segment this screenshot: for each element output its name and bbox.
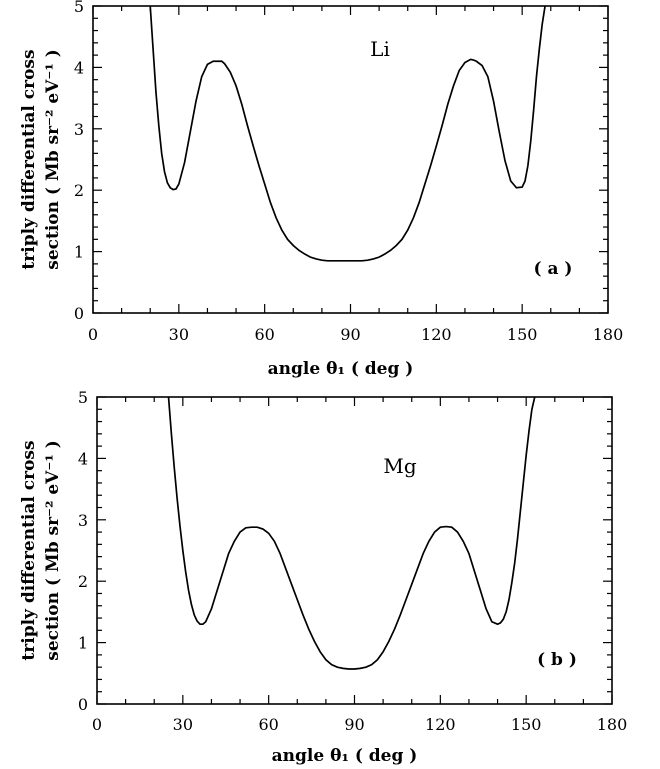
x-tick-label: 150 <box>507 325 538 344</box>
element-annotation: Li <box>370 37 390 61</box>
x-tick-label: 180 <box>593 325 624 344</box>
series-line <box>149 6 546 262</box>
x-tick-label: 90 <box>344 715 364 734</box>
panel-label: ( a ) <box>534 259 573 279</box>
x-tick-label: 90 <box>340 325 360 344</box>
x-tick-label: 180 <box>597 715 628 734</box>
y-tick-label: 2 <box>74 181 84 200</box>
x-tick-label: 30 <box>173 715 193 734</box>
element-annotation: Mg <box>383 454 416 478</box>
y-tick-label: 3 <box>78 511 88 530</box>
panel-b: 0 30 60 90 120 150 180 0 1 2 3 4 5 angle θ₁ ( deg ) tr… <box>19 388 627 766</box>
y-tick-label: 5 <box>74 0 84 16</box>
x-tick-label: 120 <box>425 715 456 734</box>
x-tick-label: 150 <box>511 715 542 734</box>
panel-label: ( b ) <box>537 650 577 670</box>
x-tick-label: 30 <box>169 325 189 344</box>
series-line <box>167 397 536 670</box>
y-axis-title-line2: section ( Mb sr⁻² eV⁻¹ ) <box>43 440 63 661</box>
x-axis-title: angle θ₁ ( deg ) <box>272 746 418 766</box>
x-tick-label: 60 <box>258 715 278 734</box>
x-tick-label: 120 <box>421 325 452 344</box>
y-tick-label: 4 <box>78 449 88 468</box>
y-tick-label: 4 <box>74 58 84 77</box>
y-tick-label: 0 <box>74 304 84 323</box>
y-tick-label: 0 <box>78 695 88 714</box>
plot-frame <box>96 396 613 705</box>
y-tick-label: 1 <box>78 634 88 653</box>
y-axis-title-line1: triply differential cross <box>19 440 39 660</box>
plot-frame <box>92 5 609 314</box>
panel-a: 0 30 60 90 120 150 180 0 1 2 3 4 5 angle θ₁ ( deg ) tr… <box>19 0 623 379</box>
y-tick-label: 1 <box>74 243 84 262</box>
x-tick-label: 0 <box>92 715 102 734</box>
y-tick-label: 2 <box>78 572 88 591</box>
y-axis-title-line1: triply differential cross <box>19 49 39 269</box>
y-tick-label: 5 <box>78 388 88 407</box>
x-axis-title: angle θ₁ ( deg ) <box>268 359 414 379</box>
y-tick-label: 3 <box>74 120 84 139</box>
x-tick-label: 0 <box>88 325 98 344</box>
x-tick-label: 60 <box>254 325 274 344</box>
y-axis-title-line2: section ( Mb sr⁻² eV⁻¹ ) <box>43 49 63 270</box>
